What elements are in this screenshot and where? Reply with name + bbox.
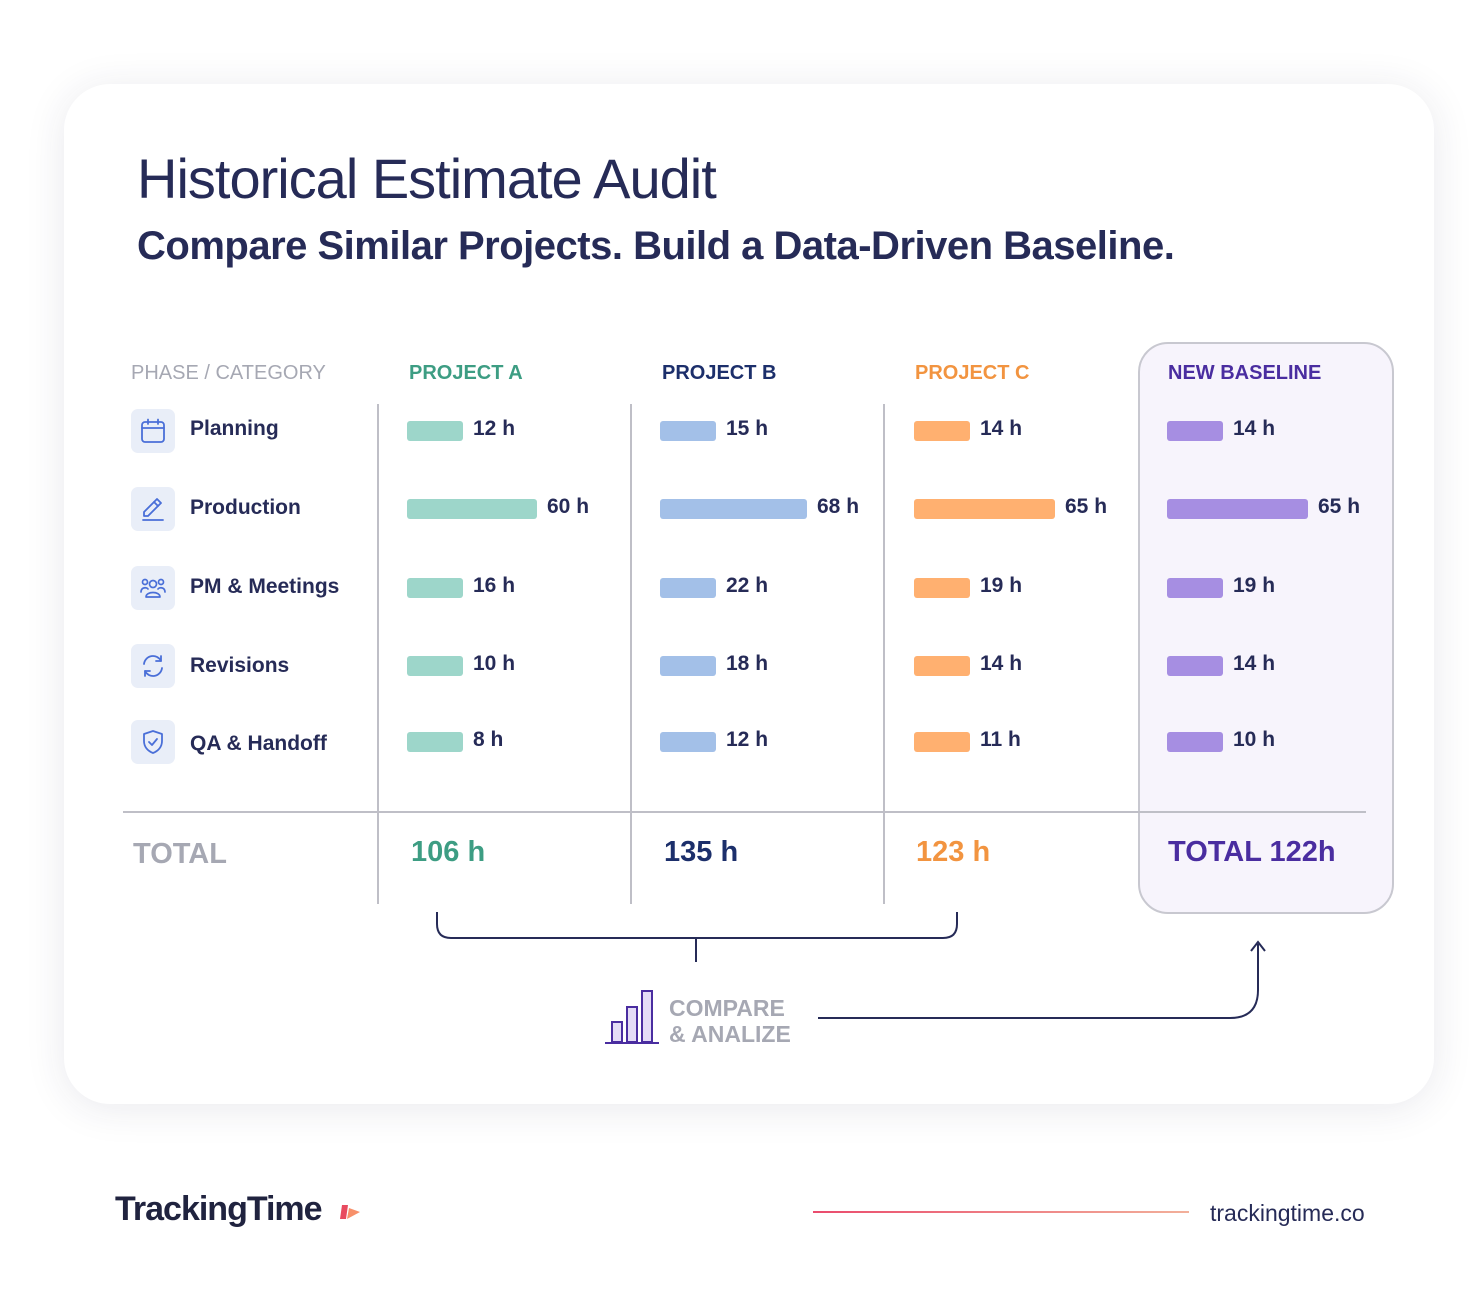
bar-value-label: 15 h bbox=[726, 417, 769, 440]
bar-0-4 bbox=[407, 732, 463, 752]
column-header-project-c: PROJECT C bbox=[915, 362, 1030, 384]
column-divider bbox=[630, 404, 632, 904]
total-project-a: 106 h bbox=[411, 836, 486, 868]
total-project-b: 135 h bbox=[664, 836, 739, 868]
compare-label: COMPARE & ANALIZE bbox=[669, 995, 791, 1047]
category-label: Revisions bbox=[190, 654, 290, 677]
compare-line-1: COMPARE bbox=[669, 995, 785, 1021]
bar-3-4 bbox=[1167, 732, 1223, 752]
bar-value-label: 19 h bbox=[1233, 574, 1276, 597]
footer-divider bbox=[813, 1211, 1189, 1213]
column-header-phase: PHASE / CATEGORY bbox=[131, 362, 326, 384]
bar-0-3 bbox=[407, 656, 463, 676]
bar-value-label: 65 h bbox=[1065, 495, 1108, 518]
bar-value-label: 12 h bbox=[726, 728, 769, 751]
bar-1-1 bbox=[660, 499, 807, 519]
bar-value-label: 16 h bbox=[473, 574, 516, 597]
bar-3-0 bbox=[1167, 421, 1223, 441]
bar-2-1 bbox=[914, 499, 1055, 519]
bar-value-label: 14 h bbox=[980, 652, 1023, 675]
bar-2-3 bbox=[914, 656, 970, 676]
bar-value-label: 14 h bbox=[1233, 417, 1276, 440]
bar-value-label: 18 h bbox=[726, 652, 769, 675]
bar-1-0 bbox=[660, 421, 716, 441]
bar-value-label: 8 h bbox=[473, 728, 504, 751]
brand-mark-icon bbox=[340, 1205, 360, 1219]
bar-value-label: 10 h bbox=[1233, 728, 1276, 751]
bar-value-label: 65 h bbox=[1318, 495, 1361, 518]
column-divider bbox=[377, 404, 379, 904]
bar-3-1 bbox=[1167, 499, 1308, 519]
column-header-project-a: PROJECT A bbox=[409, 362, 523, 384]
bar-3-2 bbox=[1167, 578, 1223, 598]
bar-1-3 bbox=[660, 656, 716, 676]
total-baseline: TOTAL 122h bbox=[1168, 836, 1336, 868]
compare-line-2: & ANALIZE bbox=[669, 1021, 791, 1047]
category-label: Production bbox=[190, 496, 301, 519]
column-divider bbox=[883, 404, 885, 904]
bar-0-1 bbox=[407, 499, 537, 519]
bar-2-4 bbox=[914, 732, 970, 752]
bar-0-0 bbox=[407, 421, 463, 441]
bar-value-label: 19 h bbox=[980, 574, 1023, 597]
bar-value-label: 60 h bbox=[547, 495, 590, 518]
category-label: Planning bbox=[190, 417, 279, 440]
team-icon bbox=[131, 566, 175, 610]
bar-chart-icon bbox=[605, 990, 659, 1044]
page-title: Historical Estimate Audit bbox=[137, 147, 717, 210]
brand-logo: TrackingTime bbox=[115, 1190, 323, 1228]
bar-value-label: 14 h bbox=[1233, 652, 1276, 675]
category-label: PM & Meetings bbox=[190, 575, 340, 598]
bar-3-3 bbox=[1167, 656, 1223, 676]
column-header-project-b: PROJECT B bbox=[662, 362, 777, 384]
total-label: TOTAL bbox=[133, 838, 227, 870]
bar-value-label: 12 h bbox=[473, 417, 516, 440]
column-header-baseline: NEW BASELINE bbox=[1168, 362, 1322, 384]
category-label: QA & Handoff bbox=[190, 732, 327, 755]
bar-value-label: 22 h bbox=[726, 574, 769, 597]
bar-1-2 bbox=[660, 578, 716, 598]
bar-value-label: 14 h bbox=[980, 417, 1023, 440]
bar-value-label: 11 h bbox=[980, 728, 1021, 751]
bar-1-4 bbox=[660, 732, 716, 752]
bar-2-2 bbox=[914, 578, 970, 598]
page-subtitle: Compare Similar Projects. Build a Data-D… bbox=[137, 224, 1175, 268]
total-divider bbox=[123, 811, 1366, 813]
shield-check-icon bbox=[131, 720, 175, 764]
bar-value-label: 10 h bbox=[473, 652, 516, 675]
refresh-icon bbox=[131, 644, 175, 688]
pencil-icon bbox=[131, 487, 175, 531]
bar-0-2 bbox=[407, 578, 463, 598]
bar-value-label: 68 h bbox=[817, 495, 860, 518]
bar-2-0 bbox=[914, 421, 970, 441]
total-project-c: 123 h bbox=[916, 836, 991, 868]
calendar-icon bbox=[131, 409, 175, 453]
footer-url[interactable]: trackingtime.co bbox=[1210, 1200, 1365, 1226]
